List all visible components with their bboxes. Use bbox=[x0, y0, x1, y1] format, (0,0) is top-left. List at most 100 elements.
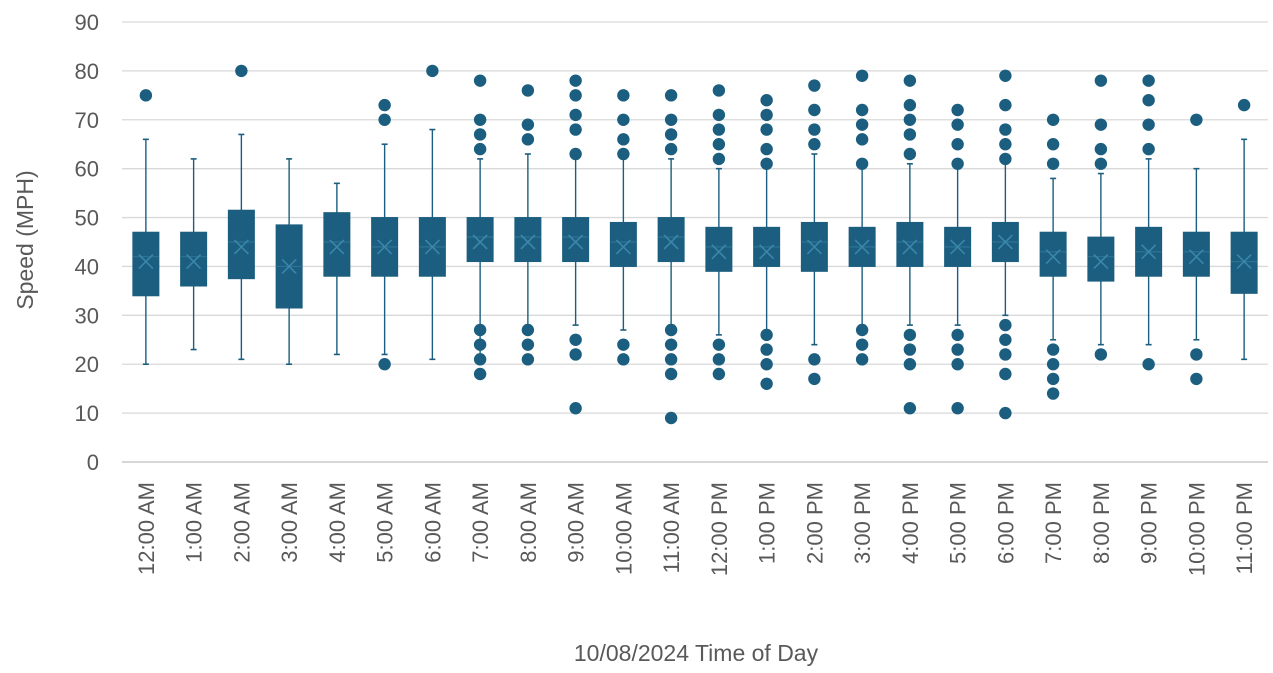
outlier-point bbox=[1142, 94, 1155, 107]
outlier-point bbox=[808, 372, 821, 386]
box-10 bbox=[609, 89, 637, 366]
outlier-point bbox=[1046, 113, 1060, 126]
outlier-point bbox=[664, 367, 678, 381]
outlier-point bbox=[712, 138, 726, 151]
box-20 bbox=[1087, 74, 1115, 361]
outlier-point bbox=[999, 367, 1012, 381]
box-14 bbox=[800, 79, 828, 386]
y-tick-label: 90 bbox=[75, 10, 99, 35]
outlier-point bbox=[664, 338, 678, 351]
x-tick-label: 4:00 AM bbox=[325, 482, 350, 563]
x-tick-label: 1:00 PM bbox=[755, 482, 780, 564]
box-4 bbox=[323, 182, 351, 356]
mean-marker bbox=[806, 239, 822, 255]
x-tick-label: 8:00 AM bbox=[516, 482, 541, 563]
mean-marker bbox=[759, 244, 775, 260]
box-1 bbox=[180, 158, 208, 351]
outlier-point bbox=[664, 128, 678, 141]
outlier-point bbox=[999, 69, 1012, 82]
outlier-point bbox=[617, 89, 630, 102]
outlier-point bbox=[378, 98, 391, 112]
outlier-point bbox=[808, 353, 821, 366]
outlier-point bbox=[1094, 348, 1108, 361]
x-tick-label: 10:00 AM bbox=[611, 482, 636, 575]
y-tick-label: 20 bbox=[75, 352, 99, 377]
x-tick-label: 7:00 AM bbox=[468, 482, 493, 563]
mean-marker bbox=[615, 239, 631, 255]
y-axis-title: Speed (MPH) bbox=[12, 170, 38, 309]
box-19 bbox=[1039, 113, 1067, 400]
y-tick-label: 50 bbox=[75, 206, 99, 231]
outlier-point bbox=[1190, 372, 1203, 386]
outlier-point bbox=[760, 328, 773, 342]
mean-marker bbox=[997, 234, 1013, 250]
x-tick-label: 9:00 PM bbox=[1137, 482, 1162, 564]
outlier-point bbox=[1094, 118, 1108, 131]
outlier-point bbox=[521, 323, 535, 337]
outlier-point bbox=[617, 133, 630, 146]
outlier-point bbox=[473, 338, 487, 351]
mean-marker bbox=[663, 234, 679, 250]
mean-marker bbox=[520, 234, 536, 250]
mean-marker bbox=[377, 239, 393, 255]
outlier-point bbox=[473, 74, 487, 87]
outlier-point bbox=[1142, 118, 1155, 131]
outlier-point bbox=[378, 113, 391, 126]
outlier-point bbox=[999, 138, 1012, 151]
iqr-box bbox=[562, 217, 590, 263]
x-tick-label: 8:00 PM bbox=[1089, 482, 1114, 564]
outlier-point bbox=[808, 103, 821, 117]
outlier-point bbox=[712, 84, 726, 97]
x-tick-label: 5:00 AM bbox=[373, 482, 398, 563]
outlier-point bbox=[569, 74, 582, 87]
mean-marker bbox=[1141, 244, 1157, 260]
outlier-point bbox=[521, 118, 535, 131]
outlier-point bbox=[951, 138, 964, 151]
outlier-point bbox=[664, 142, 678, 156]
outlier-point bbox=[855, 103, 869, 117]
iqr-box bbox=[705, 226, 733, 272]
mean-marker bbox=[854, 239, 870, 255]
outlier-point bbox=[999, 152, 1012, 166]
outlier-point bbox=[999, 318, 1012, 332]
x-tick-label: 12:00 AM bbox=[134, 482, 159, 575]
outlier-point bbox=[473, 367, 487, 381]
outlier-point bbox=[664, 113, 678, 126]
x-tick-label: 2:00 PM bbox=[802, 482, 827, 564]
outlier-point bbox=[903, 343, 917, 356]
outlier-point bbox=[855, 353, 869, 366]
mean-marker bbox=[568, 234, 584, 250]
box-3 bbox=[275, 158, 303, 366]
outlier-point bbox=[1046, 157, 1060, 170]
box-5 bbox=[371, 98, 399, 371]
outlier-point bbox=[664, 353, 678, 366]
outlier-point bbox=[1094, 157, 1108, 170]
box-13 bbox=[753, 94, 781, 390]
box-22 bbox=[1182, 113, 1210, 386]
outlier-point bbox=[1190, 348, 1203, 361]
outlier-point bbox=[1046, 138, 1060, 151]
x-tick-label: 11:00 AM bbox=[659, 482, 684, 573]
outlier-point bbox=[1142, 358, 1155, 371]
outlier-point bbox=[569, 89, 582, 102]
x-tick-label: 6:00 AM bbox=[420, 482, 445, 563]
x-tick-label: 6:00 PM bbox=[993, 482, 1018, 564]
mean-marker bbox=[950, 239, 966, 255]
outlier-point bbox=[855, 157, 869, 170]
mean-marker bbox=[1045, 249, 1061, 265]
outlier-point bbox=[473, 142, 487, 156]
outlier-point bbox=[999, 123, 1012, 136]
outlier-point bbox=[521, 133, 535, 146]
box-7 bbox=[466, 74, 494, 381]
outlier-point bbox=[999, 406, 1012, 420]
outlier-point bbox=[473, 323, 487, 337]
outlier-point bbox=[855, 118, 869, 131]
outlier-point bbox=[1190, 113, 1203, 126]
outlier-point bbox=[951, 157, 964, 170]
iqr-box bbox=[132, 231, 160, 297]
outlier-point bbox=[473, 353, 487, 366]
outlier-point bbox=[235, 64, 248, 78]
outlier-point bbox=[569, 108, 582, 122]
y-tick-label: 80 bbox=[75, 59, 99, 84]
iqr-box bbox=[1230, 231, 1258, 294]
